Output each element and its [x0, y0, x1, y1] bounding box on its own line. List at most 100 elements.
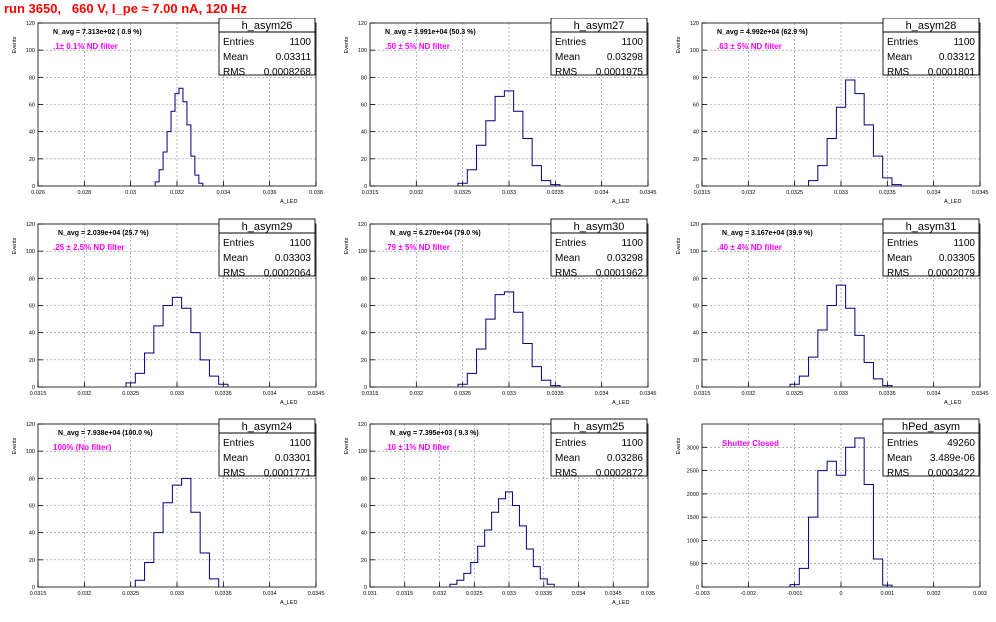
y-tick-label: 60 [29, 103, 35, 109]
y-tick-label: 20 [361, 157, 367, 163]
histogram-line [457, 90, 561, 186]
x-tick-label: 0.033 [502, 391, 516, 397]
y-tick-label: 80 [29, 276, 35, 282]
x-tick-label: 0.0335 [535, 591, 552, 597]
y-tick-label: 0 [696, 385, 699, 391]
y-tick-label: 20 [361, 358, 367, 364]
stats-box [218, 218, 316, 277]
stat-label-rms: RMS [223, 67, 246, 78]
y-tick-label: 1500 [687, 515, 699, 521]
x-tick-label: 0.0325 [122, 391, 139, 397]
stat-value-rms: 0.0008268 [264, 67, 312, 78]
x-tick-label: 0.0335 [215, 591, 232, 597]
x-tick-label: 0 [839, 591, 842, 597]
x-tick-label: 0.032 [409, 190, 423, 196]
x-tick-label: 0.0335 [547, 190, 564, 196]
y-axis-title: Events [676, 237, 682, 254]
x-axis-title: A_LED [612, 400, 629, 406]
stat-label-mean: Mean [223, 453, 248, 464]
histogram-name: h_asym28 [906, 20, 957, 32]
stat-value-mean: 0.03303 [275, 253, 312, 264]
stat-value-rms: 0.0001962 [596, 268, 644, 279]
stat-value-mean: 0.03311 [276, 52, 312, 63]
y-tick-label: 80 [29, 75, 35, 81]
stat-label-entries: Entries [223, 238, 254, 249]
x-tick-label: 0.032 [409, 391, 423, 397]
x-tick-label: 0.0325 [454, 391, 471, 397]
stat-value-entries: 1100 [289, 438, 311, 449]
x-tick-label: 0.0325 [122, 591, 139, 597]
y-tick-label: 60 [693, 103, 699, 109]
stat-value-entries: 1100 [621, 238, 643, 249]
histogram-line [449, 491, 555, 587]
y-tick-label: 100 [26, 249, 35, 255]
x-tick-label: 0.034 [595, 190, 609, 196]
y-tick-label: 20 [29, 157, 35, 163]
stat-value-entries: 1100 [953, 37, 975, 48]
y-axis-title: Events [676, 36, 682, 53]
x-tick-label: 0.032 [433, 591, 447, 597]
x-tick-label: 0.032 [741, 391, 755, 397]
histogram-panel-h_asym27: 0 20 40 60 80 100 120 0.0315 0.032 0.0325 0.033 0.0… [344, 18, 656, 205]
y-tick-label: 0 [696, 585, 699, 591]
stat-label-mean: Mean [555, 453, 580, 464]
y-tick-label: 0 [32, 585, 35, 591]
histogram-name: h_asym27 [574, 20, 625, 32]
y-tick-label: 0 [364, 184, 367, 190]
navg-label: N_avg = 4.992e+04 (62.9 %) [717, 29, 808, 36]
y-axis-title: Events [676, 437, 682, 454]
x-tick-label: 0.031 [363, 591, 377, 597]
y-tick-label: 120 [690, 21, 699, 27]
y-tick-label: 40 [29, 331, 35, 337]
x-tick-label: 0.001 [880, 591, 894, 597]
x-tick-label: 0.034 [263, 591, 277, 597]
x-tick-label: -0.002 [741, 591, 757, 597]
x-axis-title: A_LED [944, 400, 961, 406]
navg-label: N_avg = 6.270e+04 (79.0 %) [390, 230, 481, 237]
x-tick-label: 0.0345 [308, 591, 325, 597]
y-tick-label: 120 [26, 21, 35, 27]
histogram-line [154, 87, 204, 186]
x-tick-label: 0.003 [973, 591, 987, 597]
y-tick-label: 40 [361, 531, 367, 537]
x-tick-label: -0.003 [694, 591, 710, 597]
y-tick-label: 120 [26, 222, 35, 228]
y-tick-label: 80 [693, 276, 699, 282]
stat-label-mean: Mean [223, 253, 248, 264]
histogram-name: hPed_asym [902, 421, 960, 433]
y-axis-title: Events [12, 36, 18, 53]
filter-label: .50 ± 5% ND filter [385, 42, 450, 51]
x-tick-label: 0.034 [927, 391, 941, 397]
y-tick-label: 80 [361, 476, 367, 482]
histogram-panel-h_asym31: 0 20 40 60 80 100 120 0.0315 0.032 0.0325 0.033 0.0… [676, 218, 988, 406]
y-tick-label: 100 [26, 449, 35, 455]
x-tick-label: 0.026 [31, 190, 45, 196]
y-axis-title: Events [344, 237, 350, 254]
y-tick-label: 80 [693, 75, 699, 81]
histogram-name: h_asym31 [906, 221, 957, 233]
x-axis-title: A_LED [280, 600, 297, 606]
stats-box [550, 418, 648, 477]
x-tick-label: 0.032 [741, 190, 755, 196]
stat-label-entries: Entries [887, 238, 918, 249]
x-tick-label: 0.0315 [396, 591, 413, 597]
filter-label: .79 ± 5% ND filter [385, 243, 450, 252]
y-tick-label: 100 [26, 48, 35, 54]
histogram-name: h_asym29 [242, 221, 293, 233]
stats-box [882, 18, 980, 76]
y-tick-label: 60 [693, 304, 699, 310]
y-tick-label: 40 [29, 130, 35, 136]
y-tick-label: 120 [690, 222, 699, 228]
filter-label: .1± 0.1% ND filter [53, 42, 118, 51]
histogram-panel-h_asym24: 0 20 40 60 80 100 120 0.0315 0.032 0.0325 0.033 0.0… [12, 418, 325, 606]
y-tick-label: 80 [29, 476, 35, 482]
stat-value-mean: 0.03312 [939, 52, 976, 63]
y-axis-title: Events [344, 36, 350, 53]
y-tick-label: 100 [358, 449, 367, 455]
stat-label-mean: Mean [887, 453, 912, 464]
stat-value-mean: 0.03298 [607, 253, 644, 264]
x-tick-label: 0.0345 [640, 391, 657, 397]
x-tick-label: 0.038 [309, 190, 323, 196]
y-tick-label: 0 [364, 585, 367, 591]
